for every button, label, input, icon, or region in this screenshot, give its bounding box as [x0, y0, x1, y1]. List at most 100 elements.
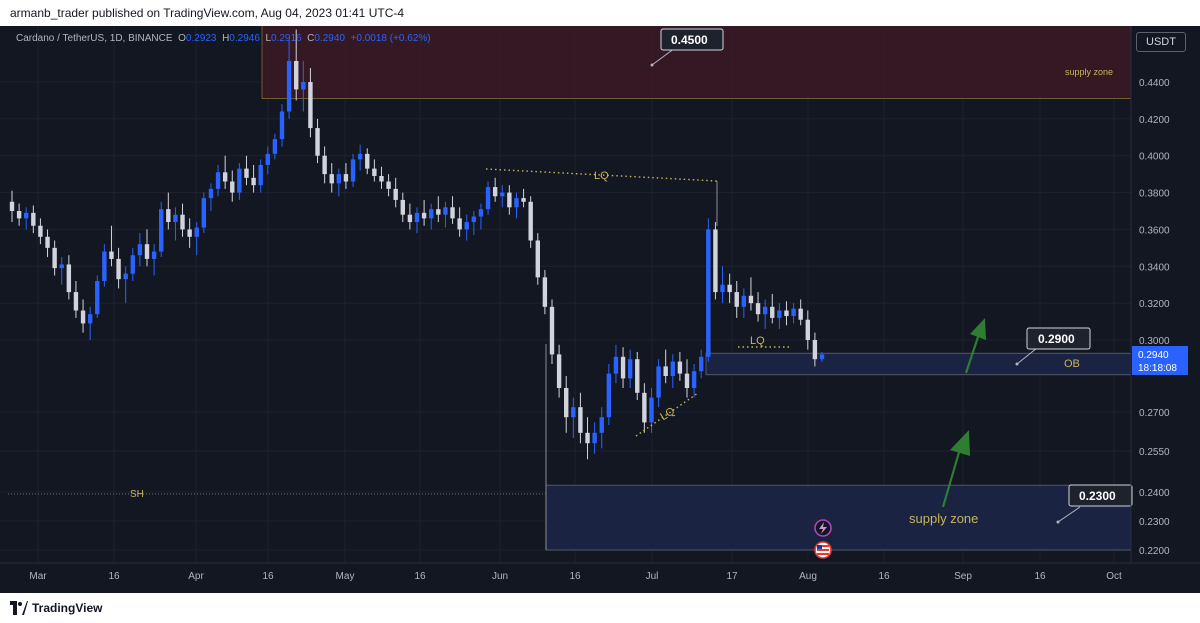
- candle-body[interactable]: [642, 392, 647, 423]
- candle-body[interactable]: [592, 432, 597, 444]
- candle-body[interactable]: [180, 214, 185, 230]
- candle-body[interactable]: [514, 198, 519, 208]
- candle-body[interactable]: [173, 214, 178, 223]
- candle-body[interactable]: [166, 209, 171, 223]
- candle-body[interactable]: [521, 198, 526, 202]
- candle-body[interactable]: [222, 172, 228, 182]
- candle-body[interactable]: [691, 371, 697, 388]
- candle-body[interactable]: [620, 356, 626, 379]
- candle-body[interactable]: [656, 366, 661, 398]
- candle-body[interactable]: [507, 192, 512, 208]
- candle-body[interactable]: [812, 340, 818, 360]
- candle-body[interactable]: [294, 61, 299, 90]
- candle-body[interactable]: [699, 356, 704, 372]
- candle-body[interactable]: [66, 264, 72, 293]
- candle-body[interactable]: [798, 308, 803, 320]
- current-price-label[interactable]: 0.2940 18:18:08: [1132, 346, 1188, 375]
- candle-body[interactable]: [59, 264, 64, 269]
- candle-body[interactable]: [38, 225, 43, 237]
- candle-body[interactable]: [414, 212, 420, 223]
- candle-body[interactable]: [16, 211, 22, 219]
- candle-body[interactable]: [336, 174, 342, 184]
- candle-body[interactable]: [343, 174, 349, 182]
- candle-body[interactable]: [734, 292, 739, 307]
- candles-group[interactable]: [9, 29, 825, 460]
- currency-button[interactable]: USDT: [1136, 32, 1186, 52]
- candle-body[interactable]: [635, 359, 640, 393]
- candle-body[interactable]: [372, 168, 377, 176]
- candle-body[interactable]: [649, 397, 654, 423]
- candle-body[interactable]: [727, 284, 732, 293]
- candle-body[interactable]: [123, 273, 128, 280]
- candle-body[interactable]: [379, 175, 384, 182]
- candle-body[interactable]: [322, 155, 327, 175]
- candle-body[interactable]: [457, 218, 462, 230]
- candle-body[interactable]: [187, 229, 192, 237]
- candle-body[interactable]: [421, 212, 427, 219]
- candle-body[interactable]: [684, 373, 690, 388]
- candle-body[interactable]: [805, 319, 810, 340]
- candle-body[interactable]: [265, 153, 270, 165]
- candle-body[interactable]: [578, 407, 583, 433]
- symbol-legend[interactable]: Cardano / TetherUS, 1D, BINANCE O0.2923 …: [16, 33, 431, 44]
- candle-body[interactable]: [613, 356, 619, 374]
- candle-body[interactable]: [443, 207, 448, 215]
- candle-body[interactable]: [542, 277, 548, 307]
- candle-body[interactable]: [137, 244, 143, 256]
- candle-body[interactable]: [770, 306, 775, 318]
- callout-0.4500[interactable]: 0.4500: [650, 28, 724, 67]
- candle-body[interactable]: [599, 417, 604, 433]
- candle-body[interactable]: [407, 214, 413, 223]
- candle-body[interactable]: [585, 432, 590, 444]
- candle-body[interactable]: [45, 236, 50, 248]
- candle-body[interactable]: [500, 192, 505, 197]
- candle-body[interactable]: [230, 181, 235, 193]
- candle-body[interactable]: [215, 172, 221, 189]
- green-arrow-lower[interactable]: [941, 430, 970, 508]
- candle-body[interactable]: [286, 61, 292, 112]
- candle-body[interactable]: [755, 303, 761, 315]
- candle-body[interactable]: [706, 229, 711, 357]
- callout-0.2300[interactable]: 0.2300: [1056, 484, 1133, 524]
- green-arrow-upper[interactable]: [964, 318, 986, 374]
- candle-body[interactable]: [571, 407, 576, 418]
- candle-body[interactable]: [564, 388, 569, 418]
- candle-body[interactable]: [315, 128, 320, 156]
- candle-body[interactable]: [109, 251, 114, 259]
- candle-body[interactable]: [791, 308, 796, 317]
- candle-body[interactable]: [144, 244, 150, 259]
- candle-body[interactable]: [713, 229, 718, 293]
- candle-body[interactable]: [556, 354, 562, 388]
- candle-body[interactable]: [670, 361, 675, 376]
- candle-body[interactable]: [464, 222, 469, 230]
- candle-body[interactable]: [528, 201, 533, 241]
- candle-body[interactable]: [549, 306, 555, 355]
- candle-body[interactable]: [386, 181, 391, 189]
- candle-body[interactable]: [208, 188, 214, 199]
- candle-body[interactable]: [741, 295, 747, 307]
- candle-body[interactable]: [258, 164, 263, 186]
- candle-body[interactable]: [151, 251, 157, 259]
- candle-body[interactable]: [272, 139, 278, 154]
- candle-body[interactable]: [393, 188, 398, 200]
- candle-body[interactable]: [73, 292, 79, 311]
- candle-body[interactable]: [762, 306, 768, 315]
- candle-body[interactable]: [159, 209, 164, 252]
- candle-body[interactable]: [627, 359, 633, 379]
- candle-body[interactable]: [9, 201, 15, 211]
- candle-body[interactable]: [535, 240, 540, 278]
- candle-body[interactable]: [777, 310, 782, 318]
- candle-body[interactable]: [720, 284, 725, 293]
- candle-body[interactable]: [357, 153, 363, 160]
- supply-zone-bottom[interactable]: [545, 484, 1132, 551]
- candle-body[interactable]: [116, 258, 121, 280]
- candle-body[interactable]: [784, 310, 789, 317]
- candle-body[interactable]: [485, 187, 491, 210]
- candle-body[interactable]: [87, 314, 93, 324]
- candle-body[interactable]: [450, 207, 455, 219]
- candle-body[interactable]: [52, 247, 57, 269]
- candle-body[interactable]: [301, 82, 306, 90]
- candle-body[interactable]: [350, 159, 356, 182]
- candle-body[interactable]: [663, 366, 668, 376]
- us-flag-event-icon[interactable]: [814, 541, 832, 559]
